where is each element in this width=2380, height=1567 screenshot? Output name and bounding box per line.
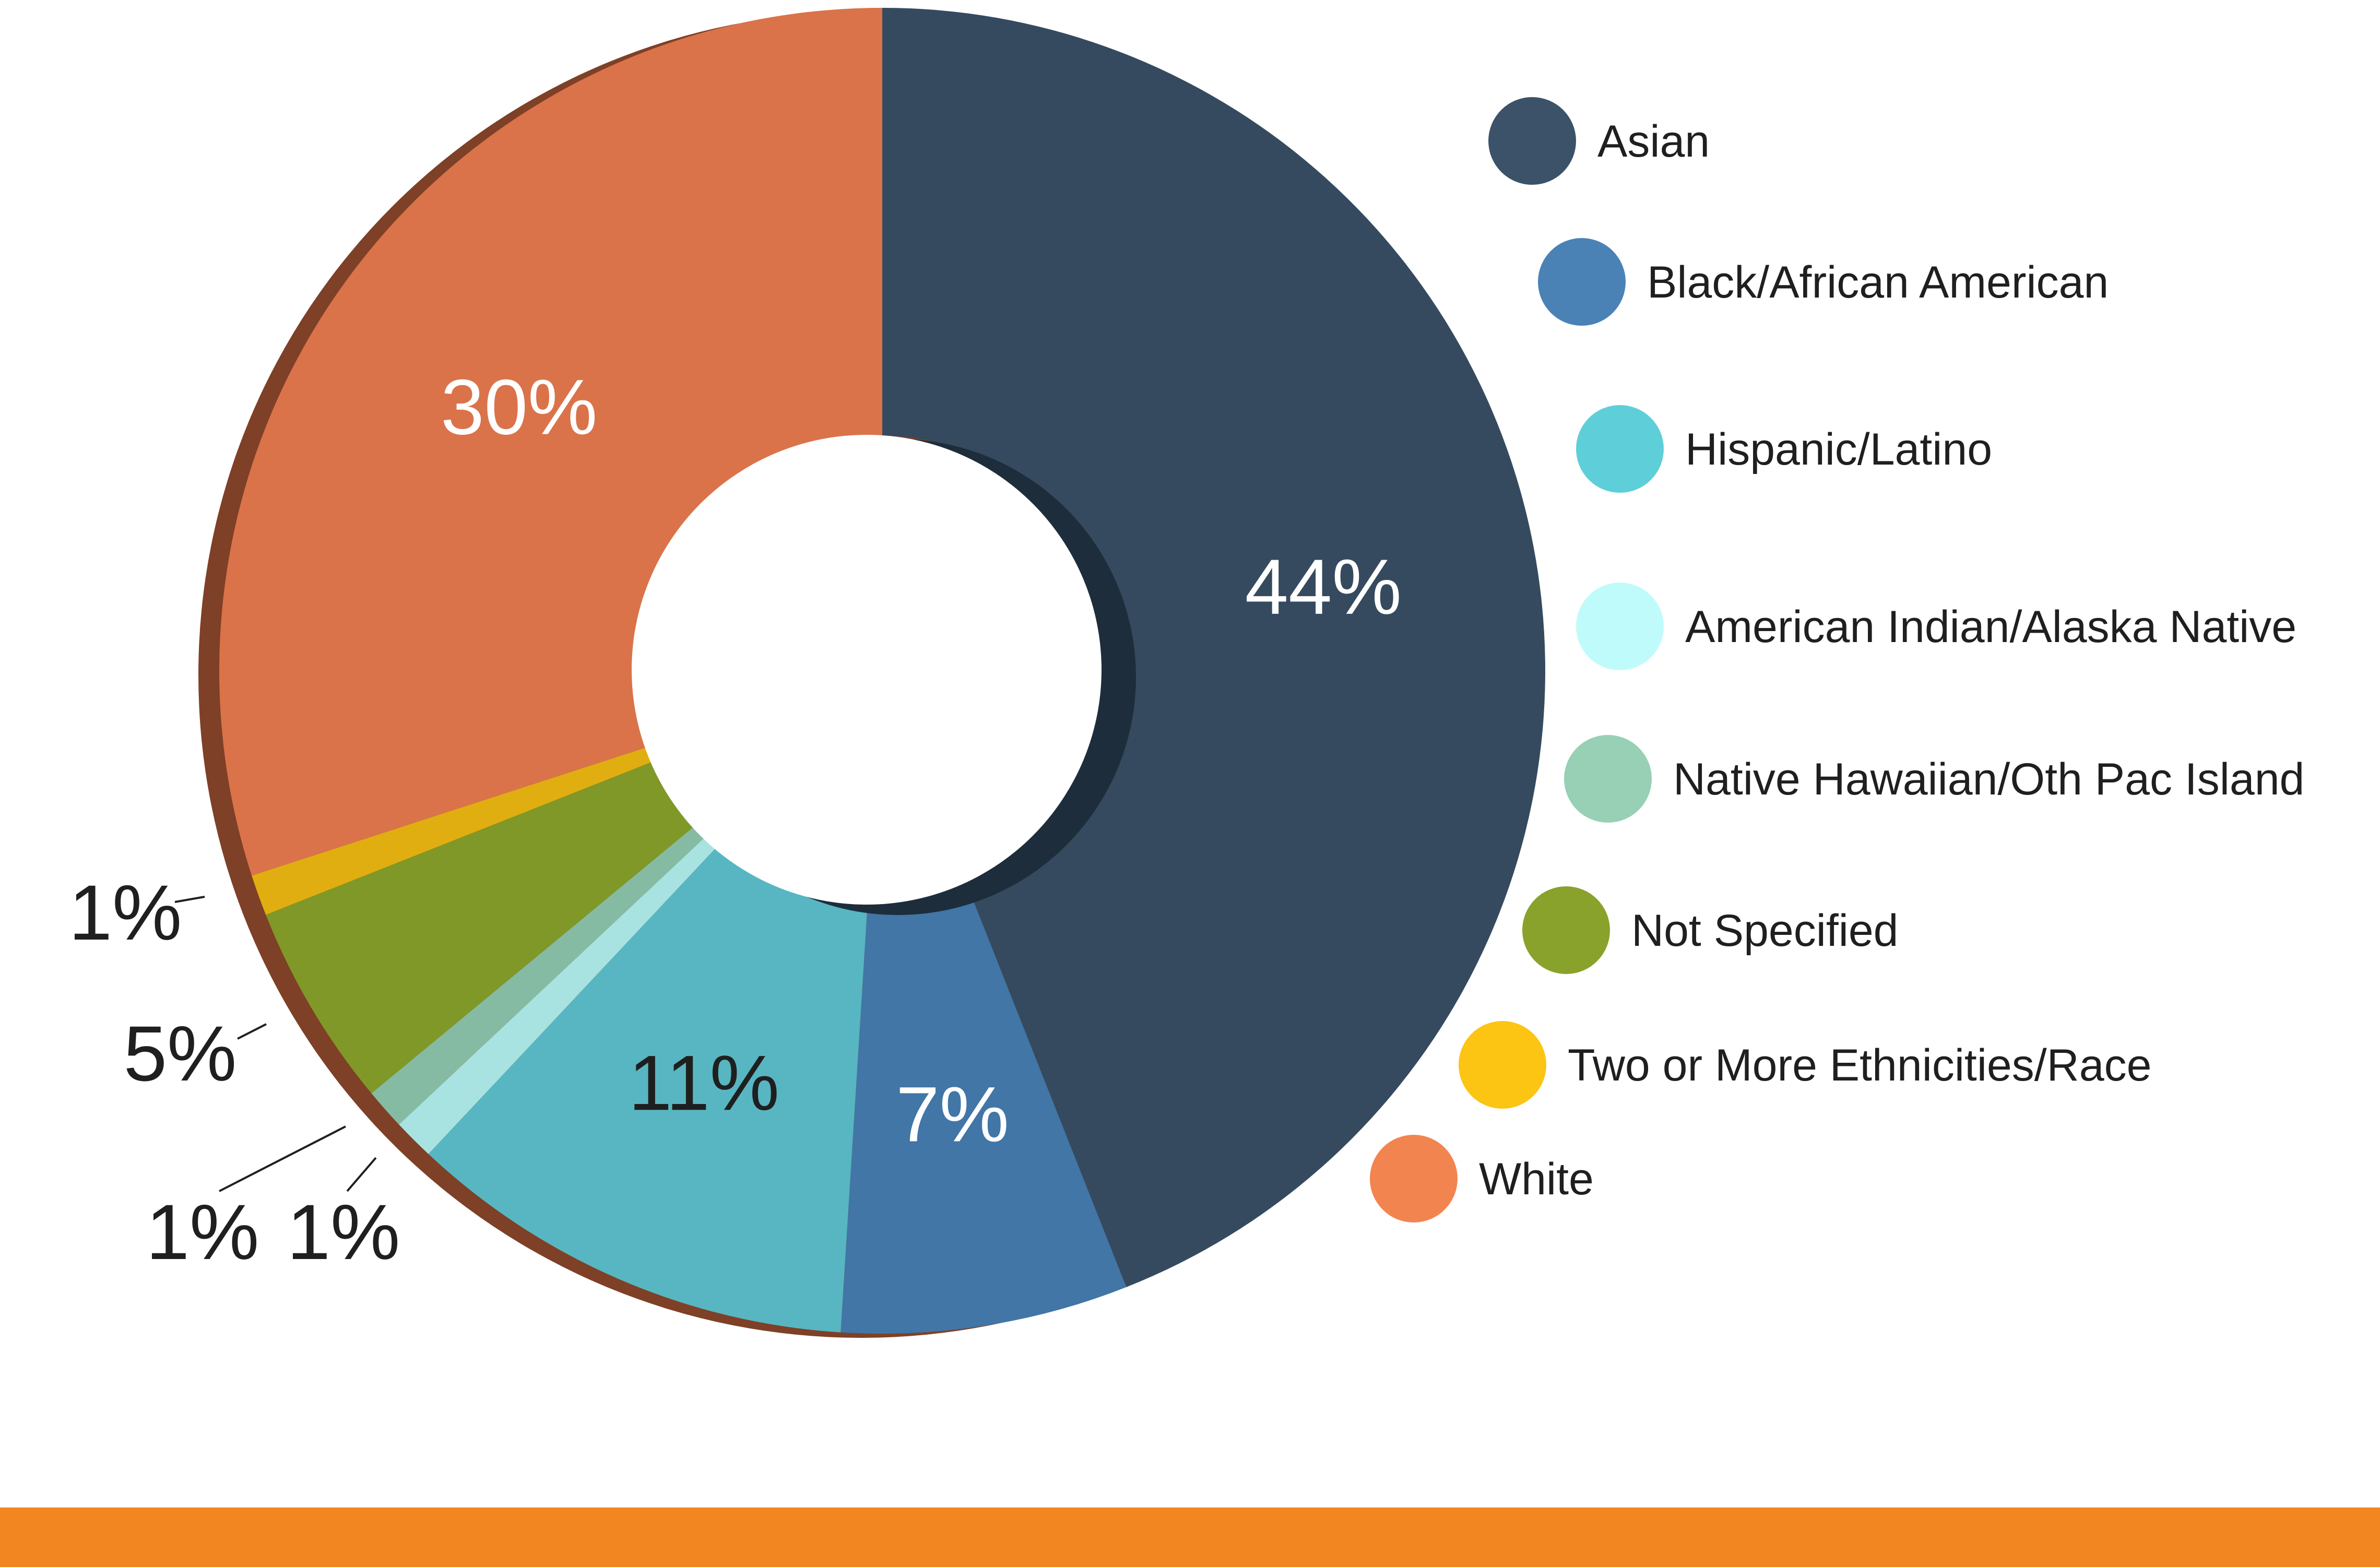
slice-labels: 44% 7% 11% 1% 1% 5% 1% 30% [69, 363, 1402, 1276]
slice-label-black-african-american: 7% [896, 1070, 1009, 1158]
legend-label-asian: Asian [1597, 116, 1710, 167]
slice-american-indian-alaska-native [399, 832, 721, 1154]
legend-label-black-african-american: Black/African American [1647, 257, 2109, 307]
slice-hispanic-latino [428, 842, 868, 1333]
legend-swatch-two-or-more-ethnicities-race [1459, 1021, 1546, 1109]
slice-label-two-or-more-ethnicities-race-leader [174, 896, 205, 903]
slice-label-american-indian-alaska-native: 1% [287, 1188, 400, 1276]
legend-label-american-indian-alaska-native: American Indian/Alaska Native [1685, 602, 2296, 652]
slice-label-hispanic-latino: 11% [629, 1039, 779, 1126]
legend-swatch-white [1370, 1135, 1458, 1222]
slice-label-not-specified-leader [237, 1023, 267, 1040]
legend: Asian Black/African American Hispanic/Lati… [1370, 97, 2304, 1222]
legend-label-native-hawaiian-oth-pac-island: Native Hawaiian/Oth Pac Island [1673, 754, 2304, 804]
slice-label-asian: 44% [1245, 543, 1402, 631]
slice-label-not-specified: 5% [124, 1010, 237, 1097]
legend-swatch-black-african-american [1538, 238, 1626, 326]
slice-white [219, 8, 882, 876]
slice-label-american-indian-alaska-native-leader [346, 1157, 377, 1192]
slice-label-native-hawaiian-oth-pac-island: 1% [146, 1188, 259, 1276]
donut-hole-center [632, 435, 1102, 905]
legend-label-two-or-more-ethnicities-race: Two or More Ethnicities/Race [1568, 1040, 2151, 1090]
slice-native-hawaiian-oth-pac-island [371, 820, 711, 1125]
footer-accent-bar [0, 1507, 2380, 1567]
slice-asian [882, 8, 1546, 1287]
donut-hole [632, 435, 1136, 915]
slice-not-specified [266, 757, 702, 1094]
legend-label-not-specified: Not Specified [1631, 906, 1899, 956]
slice-label-native-hawaiian-oth-pac-island-leader [219, 1125, 346, 1192]
legend-label-hispanic-latino: Hispanic/Latino [1685, 424, 1992, 474]
legend-swatch-native-hawaiian-oth-pac-island [1564, 735, 1652, 823]
slice-two-or-more-ethnicities-race [252, 743, 664, 915]
slice-label-two-or-more-ethnicities-race: 1% [69, 869, 182, 956]
legend-swatch-asian [1488, 97, 1576, 185]
legend-label-white: White [1479, 1154, 1594, 1204]
donut-slices [219, 8, 1546, 1334]
slice-black-african-american [840, 889, 1127, 1334]
slice-label-white: 30% [441, 363, 597, 451]
legend-swatch-american-indian-alaska-native [1576, 583, 1664, 670]
legend-swatch-hispanic-latino [1576, 405, 1664, 493]
legend-swatch-not-specified [1522, 886, 1610, 974]
